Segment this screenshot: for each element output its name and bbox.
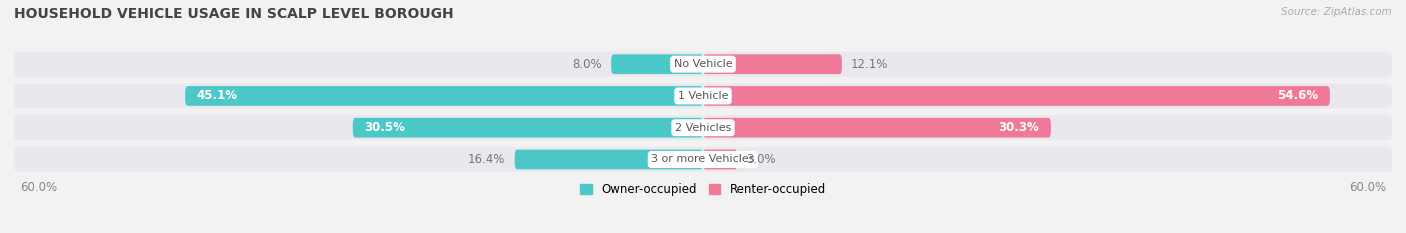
Text: No Vehicle: No Vehicle	[673, 59, 733, 69]
FancyBboxPatch shape	[703, 54, 842, 74]
Text: 8.0%: 8.0%	[572, 58, 602, 71]
Text: 60.0%: 60.0%	[20, 181, 56, 194]
Text: 30.3%: 30.3%	[998, 121, 1039, 134]
FancyBboxPatch shape	[612, 54, 703, 74]
FancyBboxPatch shape	[515, 150, 703, 169]
FancyBboxPatch shape	[186, 86, 703, 106]
Text: 30.5%: 30.5%	[364, 121, 405, 134]
Legend: Owner-occupied, Renter-occupied: Owner-occupied, Renter-occupied	[575, 178, 831, 201]
FancyBboxPatch shape	[703, 118, 1050, 137]
Text: 54.6%: 54.6%	[1277, 89, 1319, 103]
FancyBboxPatch shape	[14, 84, 1392, 108]
FancyBboxPatch shape	[353, 118, 703, 137]
Text: 12.1%: 12.1%	[851, 58, 889, 71]
FancyBboxPatch shape	[14, 52, 1392, 77]
FancyBboxPatch shape	[14, 147, 1392, 172]
FancyBboxPatch shape	[14, 115, 1392, 140]
Text: 2 Vehicles: 2 Vehicles	[675, 123, 731, 133]
Text: 1 Vehicle: 1 Vehicle	[678, 91, 728, 101]
Text: HOUSEHOLD VEHICLE USAGE IN SCALP LEVEL BOROUGH: HOUSEHOLD VEHICLE USAGE IN SCALP LEVEL B…	[14, 7, 454, 21]
FancyBboxPatch shape	[703, 86, 1330, 106]
Text: 16.4%: 16.4%	[468, 153, 506, 166]
Text: 3 or more Vehicles: 3 or more Vehicles	[651, 154, 755, 164]
FancyBboxPatch shape	[703, 150, 738, 169]
Text: 45.1%: 45.1%	[197, 89, 238, 103]
Text: Source: ZipAtlas.com: Source: ZipAtlas.com	[1281, 7, 1392, 17]
Text: 3.0%: 3.0%	[747, 153, 776, 166]
Text: 60.0%: 60.0%	[1350, 181, 1386, 194]
